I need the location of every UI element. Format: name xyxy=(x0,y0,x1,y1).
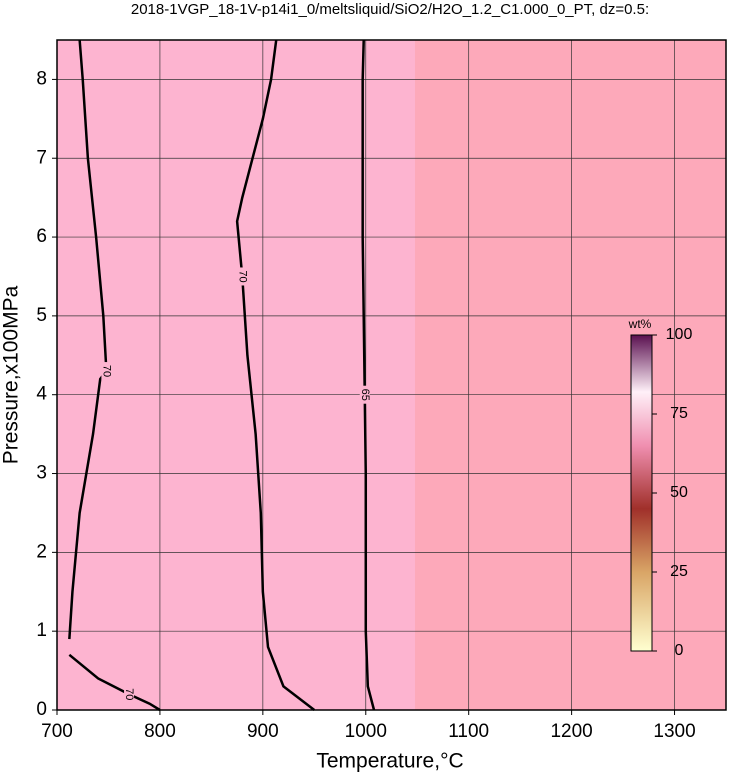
y-tick-label: 3 xyxy=(36,463,47,484)
colorbar-tick-label: 100 xyxy=(666,326,693,343)
contour-label-bg xyxy=(359,385,370,404)
colorbar-tick-label: 75 xyxy=(670,405,688,422)
y-tick-label: 2 xyxy=(36,541,47,562)
contour-label: 70 xyxy=(100,365,112,377)
y-axis-label: Pressure,x100MPa xyxy=(0,285,23,464)
y-tick-label: 0 xyxy=(36,699,47,720)
colorbar-tick-label: 25 xyxy=(670,563,688,580)
y-tick-label: 5 xyxy=(36,305,47,326)
contour-line xyxy=(235,39,316,711)
y-tick-label: 7 xyxy=(36,147,47,168)
x-tick-label: 900 xyxy=(247,721,279,742)
colorbar-tick-label: 50 xyxy=(670,484,688,501)
x-tick-label: 1200 xyxy=(550,721,592,742)
x-tick-label: 700 xyxy=(41,721,73,742)
colorbar-tick-label: 0 xyxy=(675,642,684,659)
colorbar xyxy=(630,334,653,652)
x-tick-label: 800 xyxy=(144,721,176,742)
colorbar-label: wt% xyxy=(628,317,652,331)
contour-label: 70 xyxy=(123,688,135,700)
x-tick-label: 1300 xyxy=(653,721,695,742)
field-right xyxy=(415,40,726,710)
contour-label-bg xyxy=(124,685,135,704)
x-axis-label: Temperature,°C xyxy=(316,750,463,773)
y-tick-label: 8 xyxy=(36,68,47,89)
x-tick-label: 1100 xyxy=(448,721,489,742)
frame xyxy=(56,39,727,711)
contour-label-bg xyxy=(237,267,248,286)
x-tick-label: 1000 xyxy=(345,721,387,742)
y-tick-label: 1 xyxy=(36,620,47,641)
contour-label: 65 xyxy=(359,389,371,401)
contour-label: 70 xyxy=(236,270,248,282)
contour-label-bg xyxy=(101,362,112,381)
y-tick-label: 4 xyxy=(36,384,47,405)
chart-title: 2018-1VGP_18-1V-p14i1_0/meltsliquid/SiO2… xyxy=(131,1,649,18)
y-tick-label: 6 xyxy=(36,226,47,247)
